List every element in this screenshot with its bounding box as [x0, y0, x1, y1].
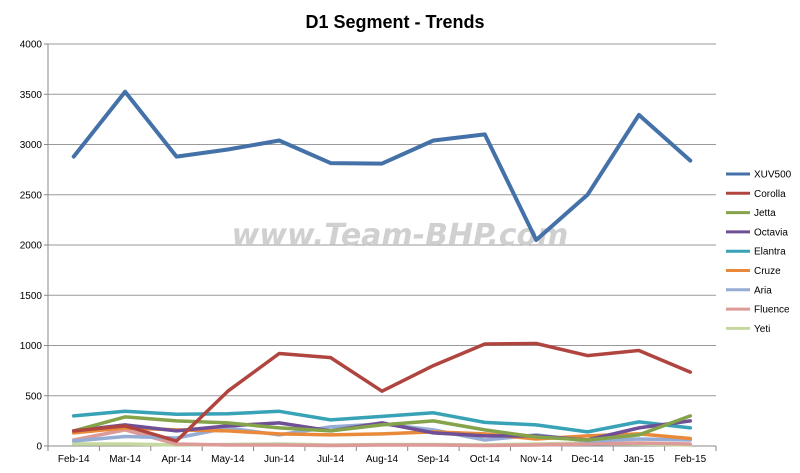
x-tick-label: Jun-14 [264, 454, 295, 465]
y-axis-ticks: 0 500 1000 1500 2000 2500 3000 3500 4000 [20, 40, 48, 453]
x-tick-label: Dec-14 [571, 454, 604, 465]
legend-label-cruze: Cruze [754, 266, 781, 277]
legend-label-elantra: Elantra [754, 247, 786, 258]
y-tick-label: 2500 [20, 190, 43, 201]
y-tick-label: 1000 [20, 341, 43, 352]
legend-label-fluence: Fluence [754, 305, 790, 316]
y-tick-label: 3500 [20, 90, 43, 101]
watermark: www.Team-BHP.com [232, 218, 569, 253]
x-tick-label: Nov-14 [520, 454, 553, 465]
series-line-xuv500 [71, 89, 693, 242]
legend: XUV500 Corolla Jetta Octavia Elantra Cruze Ari… [726, 170, 792, 335]
series-line-jetta [71, 414, 693, 442]
x-tick-label: Feb-15 [674, 454, 706, 465]
x-tick-label: Oct-14 [470, 454, 500, 465]
series-line-elantra [71, 409, 693, 434]
x-tick-label: Mar-14 [109, 454, 141, 465]
legend-label-aria: Aria [754, 285, 772, 296]
y-tick-label: 3000 [20, 140, 43, 151]
legend-label-jetta: Jetta [754, 208, 776, 219]
legend-label-corolla: Corolla [754, 189, 786, 200]
chart-title: D1 Segment - Trends [305, 12, 484, 32]
legend-label-octavia: Octavia [754, 227, 788, 238]
x-tick-label: Aug-14 [366, 454, 399, 465]
x-axis-ticks: Feb-14 Mar-14 Apr-14 May-14 Jun-14 Jul-14 Aug-… [47, 446, 717, 465]
legend-label-xuv500: XUV500 [754, 170, 792, 181]
x-tick-label: Sep-14 [417, 454, 450, 465]
series-lines [71, 89, 693, 448]
y-tick-label: 0 [36, 442, 42, 453]
x-tick-label: Feb-14 [58, 454, 90, 465]
series-line-corolla [71, 341, 693, 443]
x-tick-label: Apr-14 [161, 454, 191, 465]
y-tick-label: 500 [25, 391, 42, 402]
x-tick-label: May-14 [211, 454, 245, 465]
y-tick-label: 1500 [20, 291, 43, 302]
series-line-fluence [71, 428, 693, 448]
x-tick-label: Jan-15 [624, 454, 655, 465]
x-tick-label: Jul-14 [317, 454, 345, 465]
legend-label-yeti: Yeti [754, 324, 770, 335]
y-tick-label: 2000 [20, 241, 43, 252]
y-tick-label: 4000 [20, 40, 43, 51]
